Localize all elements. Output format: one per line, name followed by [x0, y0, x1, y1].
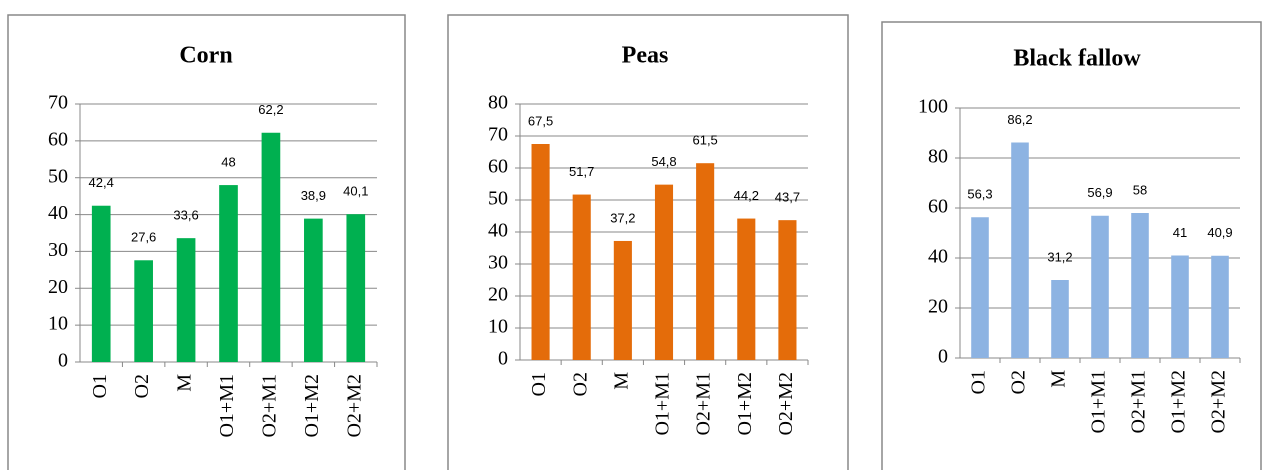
- value-label: 31,2: [1047, 249, 1072, 264]
- bar: [261, 132, 281, 362]
- bar: [1011, 142, 1029, 358]
- bar: [346, 214, 366, 362]
- y-tick-label: 100: [918, 96, 948, 118]
- value-label: 86,2: [1007, 112, 1032, 127]
- y-tick-label: 80: [928, 146, 948, 168]
- bar: [737, 218, 756, 360]
- bar: [531, 144, 550, 360]
- bar: [696, 163, 715, 360]
- value-label: 33,6: [173, 208, 198, 223]
- y-tick-label: 0: [58, 350, 68, 372]
- x-tick-label: O2: [569, 372, 591, 396]
- y-tick-label: 60: [488, 156, 508, 178]
- value-label: 58: [1133, 182, 1147, 197]
- y-tick-label: 0: [498, 348, 508, 370]
- value-label: 56,9: [1087, 185, 1112, 200]
- y-tick-label: 60: [928, 196, 948, 218]
- y-tick-label: 10: [48, 313, 68, 335]
- value-label: 44,2: [734, 188, 759, 203]
- x-tick-label: O2+M1: [1128, 370, 1150, 434]
- value-label: 40,1: [343, 184, 368, 199]
- y-tick-label: 20: [48, 276, 68, 298]
- x-tick-label: O1: [89, 374, 111, 398]
- bar: [304, 218, 323, 362]
- x-tick-label: O1: [968, 370, 990, 394]
- y-tick-label: 0: [938, 346, 948, 368]
- y-tick-label: 70: [488, 124, 508, 146]
- x-tick-label: O1+M2: [1168, 370, 1190, 434]
- x-tick-label: O2+M1: [259, 374, 281, 438]
- x-tick-label: O2: [131, 374, 153, 398]
- value-label: 41: [1173, 225, 1187, 240]
- value-label: 43,7: [775, 190, 800, 205]
- bar: [1171, 255, 1189, 358]
- bar: [654, 184, 674, 360]
- value-label: 56,3: [967, 187, 992, 202]
- bar: [572, 194, 591, 360]
- bar: [91, 205, 111, 362]
- x-tick-label: O2+M2: [343, 374, 365, 438]
- panel: [7, 14, 406, 470]
- value-label: 51,7: [569, 164, 594, 179]
- panel: [881, 21, 1262, 470]
- bar: [1051, 280, 1069, 358]
- value-label: 48: [221, 155, 235, 170]
- bar: [613, 240, 632, 360]
- bar: [134, 260, 153, 362]
- x-tick-label: M: [610, 372, 632, 390]
- x-tick-label: O1+M2: [734, 372, 756, 436]
- y-tick-label: 40: [488, 220, 508, 242]
- y-tick-label: 50: [48, 165, 68, 187]
- x-tick-label: O2+M2: [775, 372, 797, 436]
- x-tick-label: O1: [528, 372, 550, 396]
- value-label: 62,2: [258, 102, 283, 117]
- value-label: 54,8: [651, 154, 676, 169]
- y-tick-label: 40: [48, 202, 68, 224]
- value-label: 40,9: [1207, 225, 1232, 240]
- bar: [1131, 213, 1149, 358]
- x-tick-label: O1+M2: [301, 374, 323, 438]
- value-label: 38,9: [301, 188, 326, 203]
- value-label: 27,6: [131, 230, 156, 245]
- x-tick-label: O1+M1: [652, 372, 674, 436]
- chart-title: Black fallow: [1013, 46, 1141, 72]
- y-tick-label: 10: [488, 316, 508, 338]
- value-label: 37,2: [610, 210, 635, 225]
- y-tick-label: 80: [488, 92, 508, 114]
- value-label: 42,4: [89, 175, 114, 190]
- bar: [1211, 255, 1229, 358]
- y-tick-label: 50: [488, 188, 508, 210]
- y-tick-label: 20: [928, 296, 948, 318]
- x-tick-label: O1+M1: [216, 374, 238, 438]
- x-tick-label: O2: [1008, 370, 1030, 394]
- chart-title: Peas: [622, 43, 669, 69]
- x-tick-label: M: [1048, 370, 1070, 388]
- bar: [778, 220, 797, 360]
- bar: [219, 185, 238, 362]
- x-tick-label: O2+M1: [693, 372, 715, 436]
- y-tick-label: 30: [488, 252, 508, 274]
- x-tick-label: O1+M1: [1088, 370, 1110, 434]
- y-tick-label: 70: [48, 92, 68, 114]
- value-label: 67,5: [528, 113, 553, 128]
- y-tick-label: 30: [48, 239, 68, 261]
- x-tick-label: O2+M2: [1208, 370, 1230, 434]
- y-tick-label: 40: [928, 246, 948, 268]
- bar: [971, 217, 989, 358]
- chart-title: Corn: [179, 43, 232, 69]
- y-tick-label: 20: [488, 284, 508, 306]
- bar: [1091, 215, 1109, 358]
- bar: [176, 238, 196, 362]
- value-label: 61,5: [692, 133, 717, 148]
- y-tick-label: 60: [48, 128, 68, 150]
- x-tick-label: M: [174, 374, 196, 392]
